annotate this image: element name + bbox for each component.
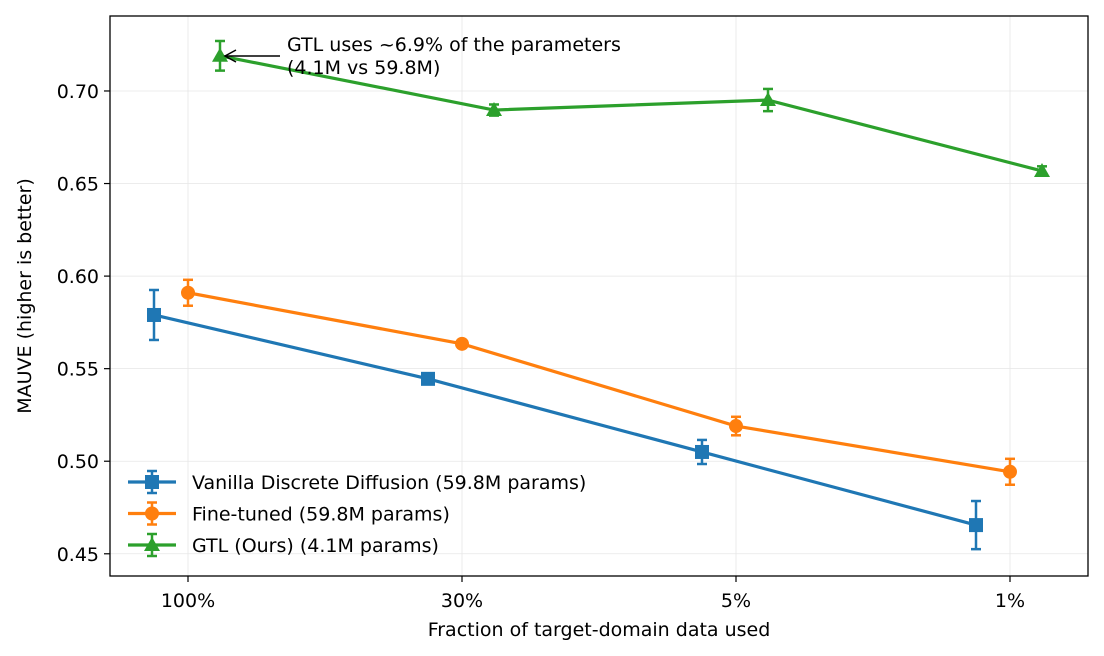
series-line (219, 54, 1043, 173)
circle-marker (1003, 464, 1017, 479)
x-tick-label: 100% (161, 590, 215, 612)
annotation-line1: GTL uses ~6.9% of the parameters (287, 34, 621, 56)
y-tick-label: 0.55 (57, 359, 99, 381)
triangle-marker (144, 537, 160, 551)
series-line (187, 291, 1011, 474)
y-tick-label: 0.60 (57, 266, 99, 288)
triangle-marker (1034, 162, 1050, 177)
y-tick-label: 0.45 (57, 544, 99, 566)
x-tick-label: 1% (995, 590, 1025, 612)
y-tick-label: 0.50 (57, 451, 99, 473)
series-layer (147, 39, 1050, 551)
circle-marker (181, 285, 195, 300)
legend-label: GTL (Ours) (4.1M params) (192, 535, 439, 557)
square-marker (145, 475, 159, 489)
legend: Vanilla Discrete Diffusion (59.8M params… (128, 469, 586, 558)
x-tick-label: 5% (721, 590, 751, 612)
triangle-marker (760, 92, 776, 107)
circle-marker (455, 336, 469, 351)
circle-marker (729, 419, 743, 434)
square-marker (969, 518, 983, 533)
triangle-marker (212, 47, 228, 62)
plot-frame (109, 15, 1089, 577)
grid (110, 16, 1088, 576)
square-marker (421, 371, 435, 386)
series-1 (181, 278, 1017, 486)
series-2 (212, 39, 1050, 177)
series-line (153, 313, 977, 527)
triangle-marker (486, 102, 502, 117)
arrow-head-icon (223, 49, 237, 63)
legend-label: Fine-tuned (59.8M params) (192, 504, 450, 526)
x-tick-label: 30% (441, 590, 483, 612)
y-tick-label: 0.65 (57, 174, 99, 196)
y-tick-label: 0.70 (57, 81, 99, 103)
series-0 (147, 288, 983, 551)
annotation-line2: (4.1M vs 59.8M) (287, 57, 440, 79)
x-axis-label: Fraction of target-domain data used (428, 619, 771, 641)
legend-label: Vanilla Discrete Diffusion (59.8M params… (192, 472, 586, 494)
circle-marker (145, 506, 159, 521)
y-axis-label: MAUVE (higher is better) (14, 178, 36, 414)
annotation: GTL uses ~6.9% of the parameters (4.1M v… (223, 34, 621, 79)
axes: 100% 30% 5% 1% 0.45 0.50 0.55 0.60 0.65 0.70 (57, 81, 1025, 612)
square-marker (695, 444, 709, 459)
square-marker (147, 307, 161, 322)
